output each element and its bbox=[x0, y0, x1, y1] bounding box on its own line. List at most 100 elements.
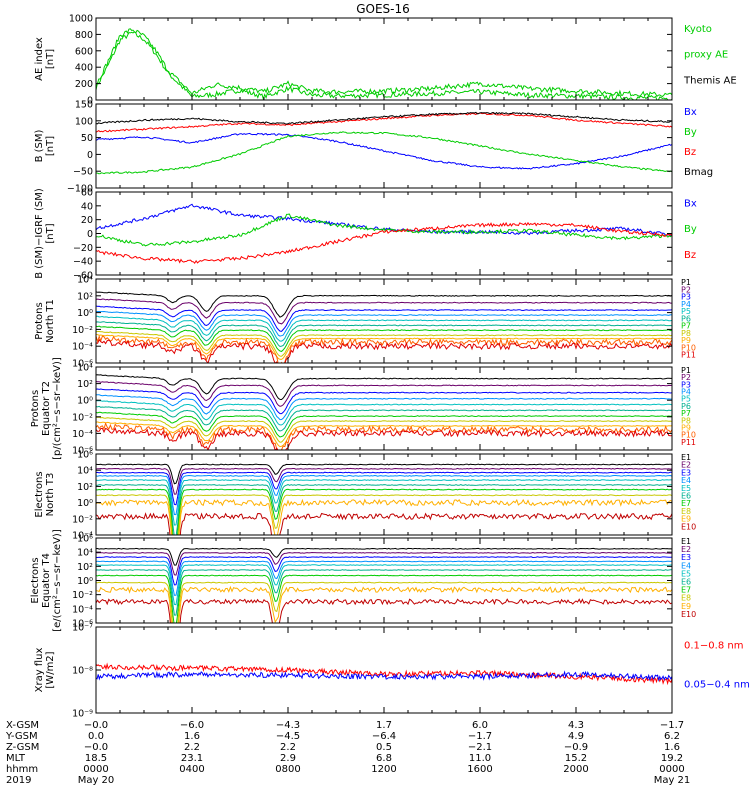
footer-value: 2000 bbox=[563, 764, 588, 775]
y-tick-label: 10⁰ bbox=[77, 576, 93, 587]
y-axis-label: Equator T2 bbox=[41, 381, 52, 436]
channel-pt2-7 bbox=[96, 411, 672, 438]
y-tick-label: 10⁰ bbox=[77, 308, 93, 319]
panel-pt2-data bbox=[96, 374, 672, 450]
footer-row-label: X-GSM bbox=[6, 720, 39, 731]
legend-et4-10: E10 bbox=[681, 610, 696, 619]
y-tick-label: 10⁻⁴ bbox=[72, 531, 93, 542]
footer-value: 2.2 bbox=[280, 742, 296, 753]
y-axis-label: [W/m2] bbox=[45, 651, 56, 688]
channel-et4-4 bbox=[96, 560, 672, 596]
y-axis-label: B (SM) bbox=[34, 129, 45, 162]
ephemeris-footer: X-GSMY-GSMZ-GSMMLThhmm2019−0.00.0−0.018.… bbox=[5, 720, 690, 786]
legend-pt1-3: P3 bbox=[681, 293, 691, 302]
y-tick-label: 0 bbox=[87, 150, 93, 161]
y-tick-label: 10⁰ bbox=[77, 396, 93, 407]
legend-bigrf-1: Bx bbox=[684, 198, 697, 209]
legend-et3-3: E3 bbox=[681, 468, 691, 477]
y-axis-label: [nT] bbox=[45, 223, 56, 243]
legend-pt2-3: P3 bbox=[681, 380, 691, 389]
channel-et4-2 bbox=[96, 551, 672, 576]
y-tick-label: 10⁻² bbox=[72, 590, 93, 601]
legend-pt2-11: P11 bbox=[681, 438, 696, 447]
legend-pt1-1: P1 bbox=[681, 278, 691, 287]
legend-pt1-2: P2 bbox=[681, 285, 691, 294]
y-tick-label: 100 bbox=[75, 116, 93, 127]
y-tick-label: 400 bbox=[75, 63, 93, 74]
legend-ae-1: Kyoto bbox=[684, 24, 712, 35]
panel-xray: 10⁻⁷ 10⁻⁸ 10⁻⁹ Xray flux [W/m2] 0.1−0.8 nm 0.0… bbox=[34, 623, 750, 720]
panel-et4-data bbox=[96, 547, 672, 623]
series-bsm-2 bbox=[96, 112, 672, 133]
footer-value: 6.0 bbox=[472, 720, 488, 731]
legend-bsm-1: Bx bbox=[684, 107, 697, 118]
y-axis-label: Electrons bbox=[30, 557, 41, 603]
y-tick-label: 10⁻² bbox=[72, 412, 93, 423]
y-tick-label: 0 bbox=[87, 229, 93, 240]
y-tick-label: 10⁻⁴ bbox=[72, 604, 93, 615]
y-tick-label: 10⁻⁴ bbox=[72, 342, 93, 353]
channel-pt1-3 bbox=[96, 305, 672, 332]
y-tick-label: −40 bbox=[73, 257, 93, 268]
legend-et4-4: E4 bbox=[681, 561, 691, 570]
legend-et3-6: E6 bbox=[681, 492, 691, 501]
legend-et3-9: E9 bbox=[681, 515, 691, 524]
legend-et4-1: E1 bbox=[681, 537, 691, 546]
footer-value: 4.9 bbox=[568, 731, 584, 742]
y-axis-label: Equator T4 bbox=[41, 553, 52, 608]
series-bigrf-0 bbox=[96, 203, 672, 237]
footer-value: 0000 bbox=[659, 764, 684, 775]
series-bigrf-2 bbox=[96, 221, 672, 265]
footer-row-label: MLT bbox=[6, 753, 26, 764]
footer-value: 23.1 bbox=[181, 753, 203, 764]
panel-bsm-data bbox=[96, 111, 672, 175]
legend-pt2-1: P1 bbox=[681, 366, 691, 375]
y-tick-label: 800 bbox=[75, 30, 93, 41]
y-axis-label: Xray flux bbox=[34, 648, 45, 693]
footer-value: 6.8 bbox=[376, 753, 392, 764]
channel-pt1-6 bbox=[96, 321, 672, 348]
legend-pt1-8: P8 bbox=[681, 329, 691, 338]
channel-pt1-7 bbox=[96, 325, 672, 352]
legend-et4-3: E3 bbox=[681, 553, 691, 562]
y-tick-label: 10⁶ bbox=[77, 534, 93, 545]
y-tick-label: 10⁴ bbox=[77, 466, 93, 477]
legend-bigrf-3: Bz bbox=[684, 250, 696, 261]
y-tick-label: 1000 bbox=[69, 14, 93, 25]
footer-value: −0.0 bbox=[84, 720, 108, 731]
footer-row-label: Y-GSM bbox=[5, 731, 38, 742]
footer-value: −4.3 bbox=[276, 720, 300, 731]
channel-et4-1 bbox=[96, 547, 672, 566]
legend-ae-3: Themis AE bbox=[683, 75, 737, 86]
footer-value: 0400 bbox=[179, 764, 204, 775]
footer-row-label: hhmm bbox=[6, 764, 38, 775]
y-axis-label: North T1 bbox=[45, 299, 56, 343]
y-tick-label: 10² bbox=[77, 291, 93, 302]
channel-et4-9 bbox=[96, 585, 672, 623]
footer-value: 1.7 bbox=[376, 720, 392, 731]
y-axis-label: [p/(cm²−s−sr−keV)] bbox=[52, 357, 63, 460]
y-tick-label: 10⁻² bbox=[72, 325, 93, 336]
footer-value: −1.7 bbox=[660, 720, 684, 731]
footer-value: −6.4 bbox=[372, 731, 396, 742]
footer-value: 15.2 bbox=[565, 753, 587, 764]
y-tick-label: 600 bbox=[75, 46, 93, 57]
y-tick-label: 10⁴ bbox=[77, 275, 93, 286]
figure-title: GOES-16 bbox=[356, 2, 410, 16]
channel-et3-10 bbox=[96, 512, 672, 535]
legend-pt1-11: P11 bbox=[681, 351, 696, 360]
legend-bsm-3: Bz bbox=[684, 147, 696, 158]
legend-et3-1: E1 bbox=[681, 453, 691, 462]
channel-pt1-2 bbox=[96, 298, 672, 325]
series-bsm-1 bbox=[96, 131, 672, 175]
legend-et3-10: E10 bbox=[681, 522, 696, 531]
legend-et3-5: E5 bbox=[681, 484, 691, 493]
y-axis-label: B (SM)−IGRF (SM) bbox=[34, 188, 45, 279]
panel-pt2: 10⁴ 10² 10⁰ 10⁻² 10⁻⁴ 10⁻⁶ Protons Equator T2 [p… bbox=[30, 357, 696, 460]
footer-value: May 20 bbox=[78, 775, 115, 786]
footer-value: 19.2 bbox=[661, 753, 683, 764]
legend-pt1-10: P10 bbox=[681, 343, 696, 352]
footer-value: 0000 bbox=[83, 764, 108, 775]
y-tick-label: 20 bbox=[81, 215, 93, 226]
